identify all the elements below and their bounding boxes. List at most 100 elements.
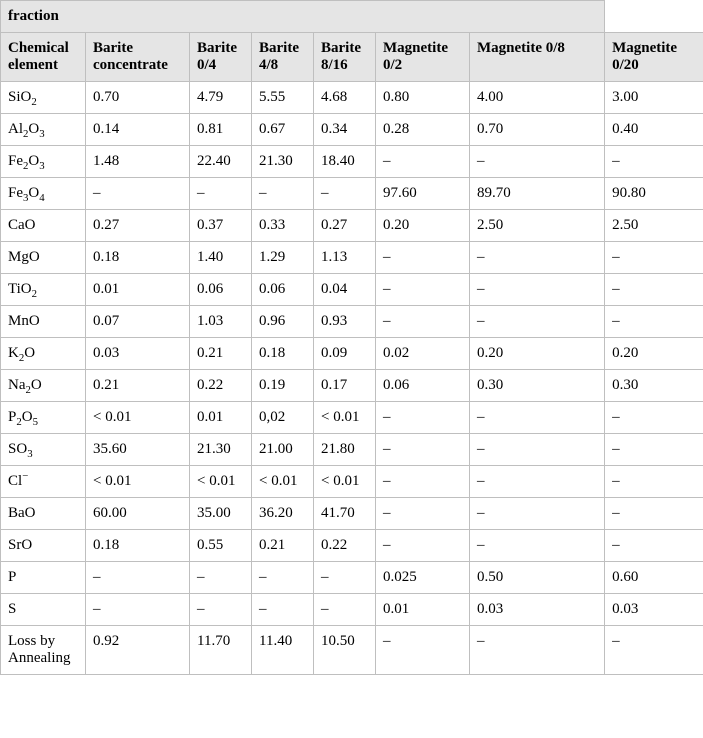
table-row: Fe2O31.4822.4021.3018.40––– [1, 146, 703, 178]
chemical-element-cell: MgO [1, 242, 86, 274]
value-cell: 41.70 [314, 498, 376, 530]
table-row: SrO0.180.550.210.22––– [1, 530, 703, 562]
value-cell: – [252, 562, 314, 594]
value-cell: 0.17 [314, 370, 376, 402]
value-cell: – [314, 594, 376, 626]
value-cell: 0.21 [86, 370, 190, 402]
value-cell: 0.60 [605, 562, 703, 594]
table-row: P2O5< 0.010.010,02< 0.01––– [1, 402, 703, 434]
value-cell: – [470, 466, 605, 498]
value-cell: – [376, 466, 470, 498]
value-cell: 0.30 [470, 370, 605, 402]
value-cell: 90.80 [605, 178, 703, 210]
chemical-element-cell: Na2O [1, 370, 86, 402]
value-cell: 11.40 [252, 626, 314, 675]
value-cell: 97.60 [376, 178, 470, 210]
col-header-m020: Magnetite 0/20 [605, 33, 703, 82]
col-header-b816: Barite 8/16 [314, 33, 376, 82]
value-cell: – [605, 274, 703, 306]
value-cell: – [605, 530, 703, 562]
value-cell: 0.28 [376, 114, 470, 146]
value-cell: 0.01 [376, 594, 470, 626]
value-cell: 0.96 [252, 306, 314, 338]
value-cell: < 0.01 [314, 466, 376, 498]
value-cell: – [376, 242, 470, 274]
value-cell: 0.81 [190, 114, 252, 146]
caption-blank [605, 1, 703, 33]
chemical-element-cell: MnO [1, 306, 86, 338]
value-cell: 0.025 [376, 562, 470, 594]
value-cell: 35.60 [86, 434, 190, 466]
value-cell: 1.13 [314, 242, 376, 274]
value-cell: 0.18 [86, 242, 190, 274]
chemical-element-cell: Loss by Annealing [1, 626, 86, 675]
value-cell: – [376, 402, 470, 434]
table-row: Al2O30.140.810.670.340.280.700.40 [1, 114, 703, 146]
value-cell: < 0.01 [252, 466, 314, 498]
value-cell: 0.01 [190, 402, 252, 434]
value-cell: 0.14 [86, 114, 190, 146]
value-cell: 0.06 [252, 274, 314, 306]
value-cell: 0.22 [314, 530, 376, 562]
value-cell: 0.70 [86, 82, 190, 114]
value-cell: 0.20 [376, 210, 470, 242]
value-cell: 1.40 [190, 242, 252, 274]
value-cell: 0.92 [86, 626, 190, 675]
value-cell: – [376, 498, 470, 530]
value-cell: 0.09 [314, 338, 376, 370]
value-cell: – [252, 178, 314, 210]
chemical-element-cell: BaO [1, 498, 86, 530]
value-cell: 0.20 [470, 338, 605, 370]
value-cell: 60.00 [86, 498, 190, 530]
value-cell: 0.01 [86, 274, 190, 306]
value-cell: 0.27 [314, 210, 376, 242]
value-cell: 0,02 [252, 402, 314, 434]
table-row: Na2O0.210.220.190.170.060.300.30 [1, 370, 703, 402]
value-cell: – [470, 402, 605, 434]
value-cell: – [190, 178, 252, 210]
value-cell: 36.20 [252, 498, 314, 530]
table-body: SiO20.704.795.554.680.804.003.00Al2O30.1… [1, 82, 703, 675]
chemical-element-cell: Al2O3 [1, 114, 86, 146]
value-cell: – [605, 498, 703, 530]
value-cell: 18.40 [314, 146, 376, 178]
value-cell: – [605, 466, 703, 498]
header-row: Chemical elementBarite concentrateBarite… [1, 33, 703, 82]
value-cell: 21.00 [252, 434, 314, 466]
value-cell: < 0.01 [86, 466, 190, 498]
value-cell: < 0.01 [314, 402, 376, 434]
value-cell: 0.67 [252, 114, 314, 146]
chemical-element-cell: CaO [1, 210, 86, 242]
value-cell: 0.18 [86, 530, 190, 562]
value-cell: – [86, 562, 190, 594]
value-cell: 0.22 [190, 370, 252, 402]
value-cell: – [376, 530, 470, 562]
table-row: Cl−< 0.01< 0.01< 0.01< 0.01––– [1, 466, 703, 498]
value-cell: 0.03 [470, 594, 605, 626]
value-cell: – [605, 242, 703, 274]
value-cell: 0.93 [314, 306, 376, 338]
composition-table: fraction Chemical elementBarite concentr… [0, 0, 703, 675]
value-cell: 4.79 [190, 82, 252, 114]
value-cell: – [470, 242, 605, 274]
value-cell: 89.70 [470, 178, 605, 210]
chemical-element-cell: S [1, 594, 86, 626]
value-cell: – [190, 562, 252, 594]
value-cell: – [605, 434, 703, 466]
value-cell: 0.18 [252, 338, 314, 370]
col-header-chem: Chemical element [1, 33, 86, 82]
value-cell: – [86, 594, 190, 626]
value-cell: 4.00 [470, 82, 605, 114]
table-head: fraction Chemical elementBarite concentr… [1, 1, 703, 82]
table-row: TiO20.010.060.060.04––– [1, 274, 703, 306]
value-cell: 0.37 [190, 210, 252, 242]
table-caption: fraction [1, 1, 605, 33]
value-cell: – [470, 146, 605, 178]
value-cell: – [376, 146, 470, 178]
value-cell: – [470, 434, 605, 466]
value-cell: 2.50 [470, 210, 605, 242]
chemical-element-cell: SO3 [1, 434, 86, 466]
value-cell: 0.19 [252, 370, 314, 402]
table-row: Loss by Annealing0.9211.7011.4010.50––– [1, 626, 703, 675]
value-cell: 21.30 [252, 146, 314, 178]
